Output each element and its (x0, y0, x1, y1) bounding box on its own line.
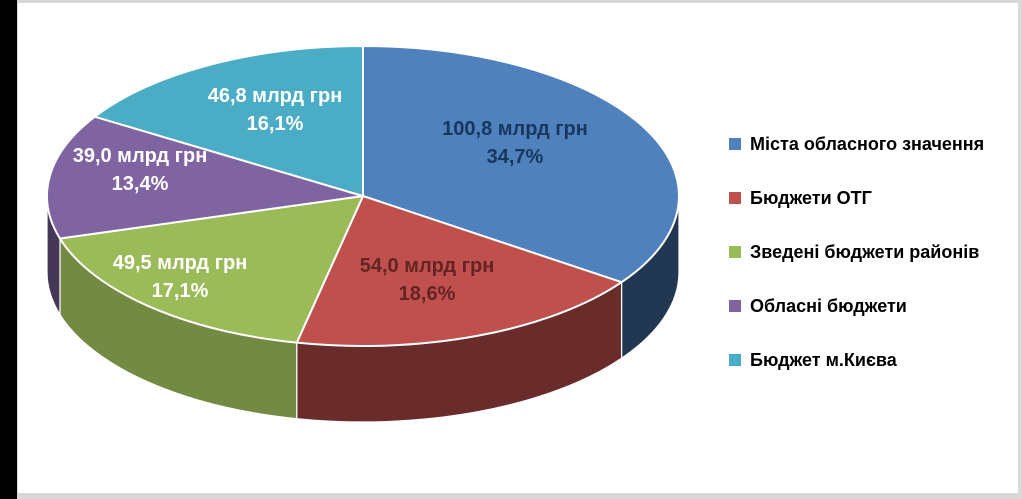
legend-label: Зведені бюджети районів (750, 241, 980, 262)
pie-slice-1[interactable] (295, 195, 623, 347)
legend-item-rayony[interactable]: Зведені бюджети районів (729, 225, 984, 279)
legend-swatch (729, 300, 741, 312)
left-black-strip (0, 0, 17, 499)
legend-swatch (729, 246, 741, 258)
legend-label: Бюджети ОТГ (750, 187, 872, 208)
pie-3d-chart (46, 45, 680, 423)
pie-slice-4[interactable] (93, 45, 364, 197)
legend-label: Обласні бюджети (750, 295, 907, 316)
legend-label: Бюджет м.Києва (750, 349, 897, 370)
legend: Міста обласного значення Бюджети ОТГ Зве… (729, 117, 984, 387)
legend-swatch (729, 138, 741, 150)
legend-item-otg[interactable]: Бюджети ОТГ (729, 171, 984, 225)
legend-item-mista[interactable]: Міста обласного значення (729, 117, 984, 171)
pie-slice-3[interactable] (46, 115, 364, 240)
legend-item-kyiv[interactable]: Бюджет м.Києва (729, 333, 984, 387)
legend-label: Міста обласного значення (750, 133, 985, 154)
pie-slice-2[interactable] (58, 195, 364, 344)
legend-swatch (729, 192, 741, 204)
legend-item-oblasni[interactable]: Обласні бюджети (729, 279, 984, 333)
legend-swatch (729, 354, 741, 366)
pie-slice-0[interactable] (362, 45, 680, 284)
chart-area[interactable]: 100,8 млрд грн 34,7% 54,0 млрд грн 18,6%… (18, 3, 1018, 493)
